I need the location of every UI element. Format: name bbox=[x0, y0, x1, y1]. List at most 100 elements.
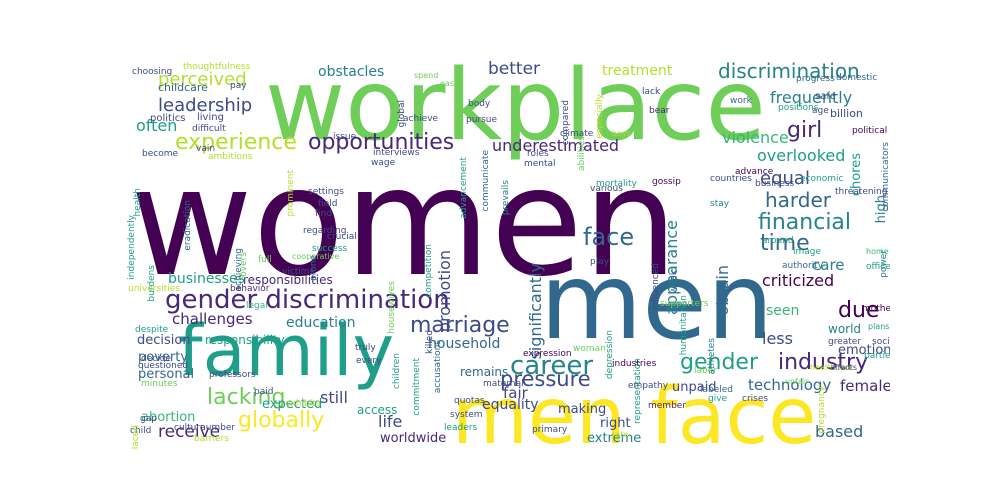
word: girl bbox=[787, 118, 823, 143]
word: spend bbox=[414, 71, 439, 80]
word: office bbox=[866, 262, 890, 272]
word: safe bbox=[815, 91, 837, 102]
word: housewives bbox=[387, 281, 397, 334]
word: interviews bbox=[373, 148, 420, 158]
word: female bbox=[840, 377, 890, 395]
word: competition bbox=[424, 244, 434, 298]
word: age bbox=[812, 106, 829, 116]
word: progress bbox=[796, 74, 835, 84]
word: issue bbox=[333, 132, 357, 142]
word: behavior bbox=[230, 284, 270, 294]
word: advancement bbox=[459, 157, 469, 219]
word: commitment bbox=[412, 358, 422, 416]
word: often bbox=[136, 116, 178, 135]
word: easy bbox=[440, 79, 459, 88]
word: home bbox=[866, 247, 889, 256]
word: emotional bbox=[838, 343, 890, 358]
word: career bbox=[510, 351, 594, 381]
word: system bbox=[450, 410, 483, 420]
word: field bbox=[318, 199, 338, 209]
word: social bbox=[872, 337, 890, 347]
word: play bbox=[590, 257, 610, 267]
word: workplace bbox=[265, 50, 766, 163]
word: access bbox=[357, 403, 398, 417]
word: perceived bbox=[158, 69, 247, 90]
word: become bbox=[142, 149, 179, 159]
word: family bbox=[178, 310, 395, 392]
word: household bbox=[428, 336, 501, 352]
word: communicate bbox=[481, 150, 491, 212]
word: regarding bbox=[303, 226, 347, 236]
word: economic bbox=[800, 174, 844, 184]
word: prominent bbox=[286, 170, 296, 217]
word: threatening bbox=[835, 187, 888, 197]
word: accusations bbox=[433, 340, 443, 394]
word: living bbox=[197, 112, 224, 123]
word: leaders bbox=[444, 423, 478, 433]
word: countries bbox=[710, 174, 752, 184]
word: decide bbox=[141, 354, 171, 364]
word: experience bbox=[175, 130, 297, 155]
word: around bbox=[762, 236, 794, 246]
word: barriers bbox=[194, 434, 229, 444]
word: athletes bbox=[707, 338, 717, 375]
word: harder bbox=[765, 188, 832, 212]
word: leadership bbox=[158, 95, 253, 116]
word: weak bbox=[669, 270, 679, 294]
word: power bbox=[879, 250, 889, 278]
word: displaced bbox=[131, 425, 141, 450]
word: making bbox=[558, 402, 607, 417]
word: roles bbox=[527, 149, 549, 159]
word: obtain bbox=[713, 265, 732, 316]
word: face bbox=[583, 223, 635, 251]
word: billion bbox=[830, 107, 863, 120]
word: lack bbox=[642, 87, 661, 97]
word: give bbox=[708, 394, 728, 404]
word: gossip bbox=[652, 177, 681, 187]
word: decision bbox=[137, 333, 191, 348]
word: full bbox=[258, 255, 272, 265]
word: expected bbox=[262, 397, 323, 412]
word: treatment bbox=[602, 63, 673, 79]
word: culture bbox=[174, 423, 206, 433]
word: cooperative bbox=[292, 252, 340, 261]
word: overlooked bbox=[757, 146, 846, 165]
word: greater bbox=[828, 337, 862, 347]
word: pursue bbox=[466, 115, 498, 125]
word: due bbox=[838, 298, 880, 323]
word: abilities bbox=[577, 136, 587, 171]
word: pregnancy bbox=[817, 386, 827, 434]
word: children bbox=[392, 353, 402, 390]
word: better bbox=[488, 59, 541, 79]
word: depression bbox=[605, 330, 615, 380]
word: gap bbox=[140, 414, 157, 424]
word: expression bbox=[523, 349, 572, 359]
word: technology bbox=[748, 376, 832, 394]
word: gender discrimination bbox=[165, 285, 450, 315]
word: childcare bbox=[158, 81, 208, 94]
word: obstacles bbox=[318, 64, 385, 80]
word: primary bbox=[532, 425, 568, 435]
word: questioned bbox=[138, 361, 189, 371]
word: difficult bbox=[192, 124, 226, 134]
word: find bbox=[315, 209, 333, 219]
word: various bbox=[590, 184, 623, 194]
word: prevails bbox=[501, 180, 511, 216]
word: world bbox=[828, 322, 862, 336]
word: bear bbox=[649, 106, 670, 116]
word: challenges bbox=[172, 310, 253, 328]
word: lovers bbox=[239, 252, 249, 280]
word: plans bbox=[868, 322, 890, 331]
word: based bbox=[815, 422, 864, 441]
word: pay bbox=[230, 81, 247, 91]
word: opportunities bbox=[308, 130, 455, 155]
word: communicators bbox=[881, 142, 890, 212]
word: thoughtfulness bbox=[183, 62, 251, 72]
word: women bbox=[130, 136, 678, 310]
word: violence bbox=[722, 128, 789, 147]
word: empathy bbox=[628, 381, 669, 391]
word: underestimated bbox=[492, 136, 620, 155]
word: politics bbox=[150, 113, 186, 124]
word: responsibilities bbox=[243, 273, 333, 287]
word: global bbox=[397, 100, 407, 128]
